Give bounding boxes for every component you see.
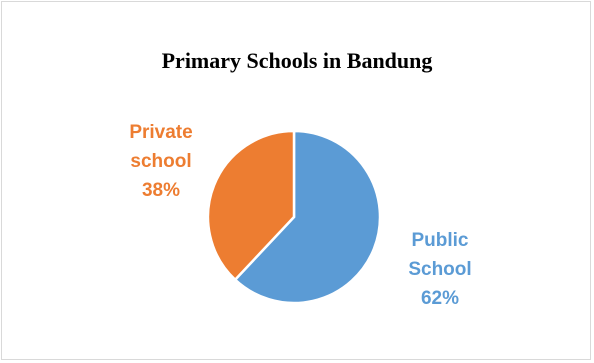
slice-label-private: Private school 38% [106, 118, 216, 205]
slice-label-public-line2: School [408, 259, 472, 280]
slice-label-public-line1: Public [411, 230, 469, 251]
chart-title: Primary Schools in Bandung [161, 48, 433, 73]
pie-slice-private [206, 129, 296, 282]
slice-label-private-percent: 38% [141, 180, 181, 201]
slice-label-public-percent: 62% [420, 288, 460, 309]
slice-label-private-line1: Private [129, 122, 193, 143]
slice-label-private-line2: school [130, 151, 192, 172]
pie-slice-public [233, 129, 382, 305]
slice-label-public: Public School 62% [385, 226, 495, 313]
